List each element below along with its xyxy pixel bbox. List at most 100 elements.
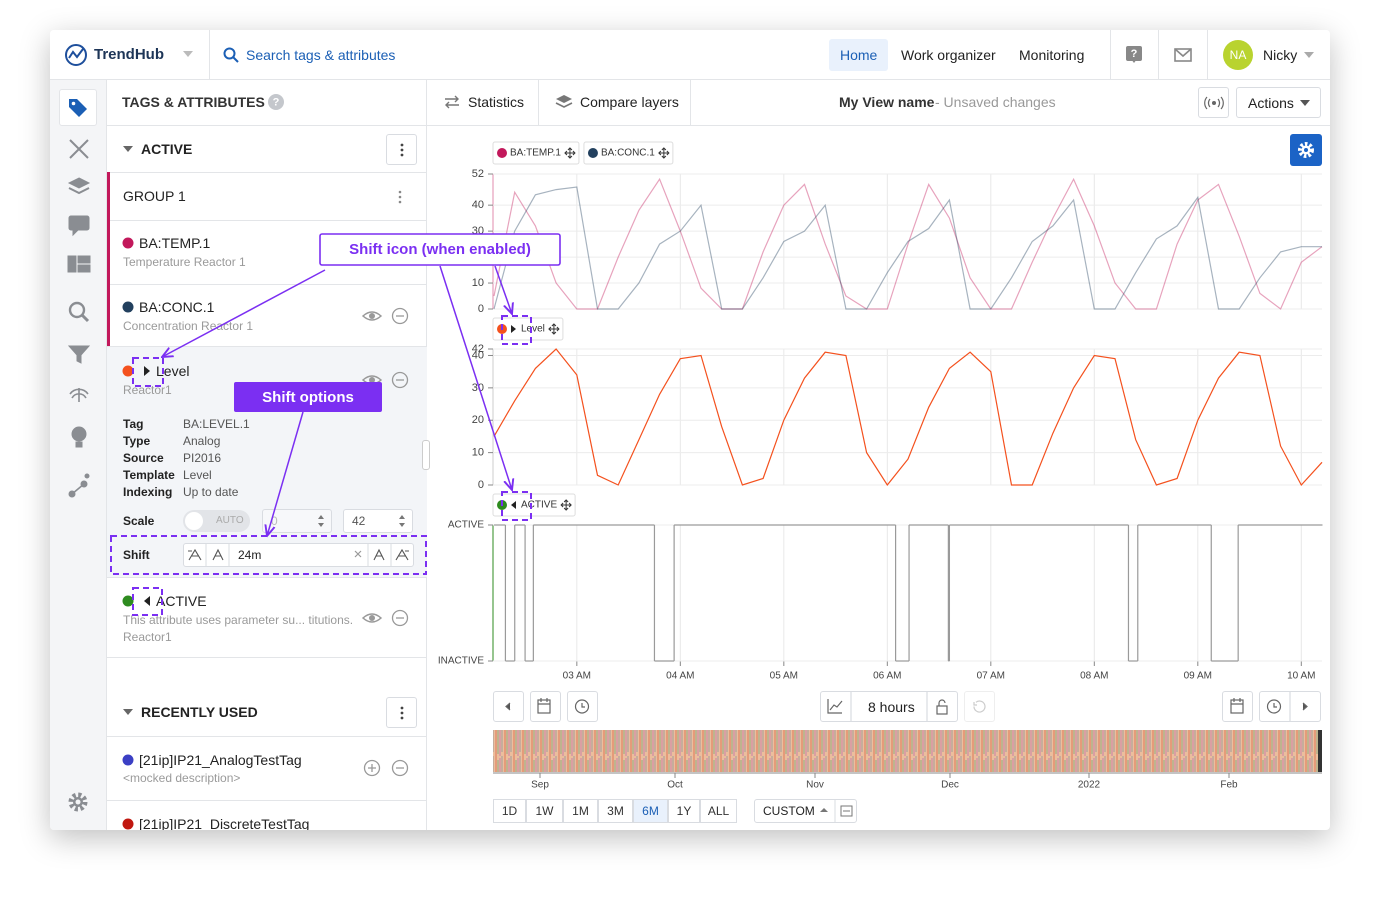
item-name[interactable]: Level: [156, 363, 190, 379]
rail-settings-icon[interactable]: [67, 791, 89, 813]
collapse-caret[interactable]: [123, 146, 133, 152]
y-tick-label: 0: [478, 303, 484, 315]
detail-value: BA:LEVEL.1: [183, 417, 250, 431]
range-control[interactable]: [820, 691, 958, 722]
y-tick-label: 10: [472, 277, 484, 289]
legend-chip[interactable]: Level: [492, 317, 564, 341]
mail-icon[interactable]: [1174, 48, 1192, 62]
item-actions[interactable]: [362, 759, 410, 777]
user-caret[interactable]: [1304, 52, 1314, 58]
logo[interactable]: TrendHub: [94, 46, 164, 63]
zoom-button[interactable]: [598, 799, 633, 823]
item-name[interactable]: [21ip]IP21_AnalogTestTag: [139, 752, 302, 768]
detail-label: Tag: [123, 417, 144, 431]
detail-label: Type: [123, 434, 151, 448]
rail-icons[interactable]: [60, 136, 98, 506]
collapse-caret[interactable]: [123, 709, 133, 715]
svg-text:?: ?: [1131, 48, 1138, 60]
resize-handle[interactable]: [422, 440, 430, 470]
x-tick-label: 08 AM: [1080, 671, 1108, 682]
item-actions[interactable]: [361, 609, 410, 627]
item-name[interactable]: ACTIVE: [156, 593, 207, 609]
y-tick-label: 0: [478, 479, 484, 491]
x-tick-label: 04 AM: [666, 671, 694, 682]
zoom-label: 1D: [501, 804, 518, 818]
detail-label: Indexing: [123, 485, 173, 499]
nav-home[interactable]: Home: [840, 47, 878, 63]
detail-value: Analog: [183, 434, 221, 448]
help-circle[interactable]: ?: [268, 94, 284, 110]
logo-icon: [65, 44, 87, 66]
separator: [107, 800, 427, 801]
series-line: [493, 348, 1323, 487]
calendar-button[interactable]: [1222, 691, 1253, 722]
item-dot: [122, 301, 134, 313]
navigator-tick-label: Nov: [806, 780, 824, 791]
rail-tags-icon[interactable]: [68, 98, 88, 118]
separator: [107, 736, 427, 737]
zoom-button[interactable]: [563, 799, 598, 823]
avatar-initials: NA: [1229, 48, 1247, 62]
x-tick-label: 06 AM: [873, 671, 901, 682]
navigator-tick-label: Dec: [941, 780, 959, 791]
logo-caret[interactable]: [183, 51, 193, 57]
group-kebab[interactable]: [398, 190, 402, 204]
separator: [107, 172, 427, 173]
zoom-button[interactable]: [668, 799, 700, 823]
statistics-button[interactable]: Statistics: [468, 94, 525, 110]
y-tick-label: ACTIVE: [448, 520, 484, 531]
legend-dot: [497, 500, 507, 510]
layers-icon[interactable]: [555, 94, 573, 110]
legend-chip-bg: [583, 141, 674, 165]
navigator-tick-label: Feb: [1220, 780, 1238, 791]
series-line: [493, 177, 1323, 310]
view-name[interactable]: My View name: [839, 94, 935, 110]
legend-label: BA:TEMP.1: [510, 148, 561, 159]
zoom-label: 3M: [607, 804, 624, 818]
legend-chip[interactable]: BA:TEMP.1: [492, 141, 580, 165]
item-name[interactable]: BA:TEMP.1: [139, 235, 211, 251]
kebab-icon: [400, 143, 404, 157]
scale-max-input[interactable]: [343, 509, 413, 533]
zoom-button[interactable]: [493, 799, 526, 823]
zoom-label: 1Y: [676, 804, 692, 818]
zoom-button[interactable]: [700, 799, 737, 823]
actions-caret: [1300, 100, 1310, 106]
toggle-label: AUTO: [216, 515, 244, 526]
custom-label: CUSTOM: [763, 804, 815, 818]
zoom-button[interactable]: [633, 799, 668, 823]
custom-range[interactable]: [754, 799, 857, 823]
nav-work-organizer[interactable]: Work organizer: [901, 47, 996, 63]
item-actions[interactable]: [361, 307, 410, 325]
actions-button[interactable]: [1236, 87, 1321, 118]
y-tick-label: 42: [472, 343, 484, 355]
search-icon[interactable]: [223, 47, 239, 63]
calendar-button[interactable]: [530, 691, 561, 722]
help-icon[interactable]: ?: [1126, 46, 1142, 64]
move-icon: [564, 147, 576, 159]
y-tick-label: INACTIVE: [438, 656, 484, 667]
search-input[interactable]: Search tags & attributes: [246, 47, 396, 63]
y-tick-label: 30: [472, 225, 484, 237]
statistics-icon[interactable]: [444, 95, 460, 109]
user-name[interactable]: Nicky: [1263, 47, 1298, 63]
navigator-tick-label: Sep: [531, 780, 549, 791]
section-recent[interactable]: RECENTLY USED: [141, 704, 258, 720]
legend-chip[interactable]: ACTIVE: [492, 493, 576, 517]
custom-icons: [820, 799, 853, 823]
legend-chip[interactable]: BA:CONC.1: [583, 141, 674, 165]
compare-layers-button[interactable]: Compare layers: [580, 94, 679, 110]
divider: [690, 80, 691, 126]
zoom-button[interactable]: [526, 799, 563, 823]
group-name[interactable]: GROUP 1: [123, 188, 186, 204]
item-name[interactable]: [21ip]IP21_DiscreteTestTag: [139, 816, 310, 832]
nav-monitoring[interactable]: Monitoring: [1019, 47, 1085, 63]
zoom-label: 6M: [642, 804, 659, 818]
history-button[interactable]: [964, 691, 995, 722]
duration[interactable]: 8 hours: [868, 699, 915, 715]
y-tick-label: 30: [472, 382, 484, 394]
avatar[interactable]: [1223, 40, 1253, 70]
section-active[interactable]: ACTIVE: [141, 141, 193, 157]
detail-label: Source: [123, 451, 164, 465]
